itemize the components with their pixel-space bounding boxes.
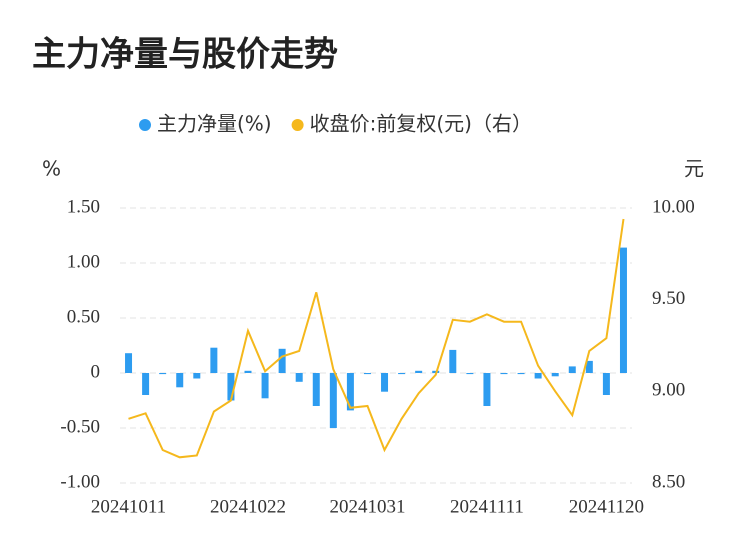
bar [346,373,354,411]
bar [415,370,423,373]
legend-marker [139,119,151,131]
y2-tick-label: 10.00 [652,196,695,217]
bar [551,373,559,377]
bar [278,348,286,373]
y-unit: % [42,157,61,181]
x-tick-label: 20241120 [569,496,644,517]
bar [210,347,218,373]
y-tick-label: -1.00 [60,471,100,492]
y2-tick-label: 9.50 [652,288,685,309]
bar [517,373,525,375]
x-tick-label: 20241022 [210,496,286,517]
price-line [128,218,625,459]
legend-label: 收盘价:前复权(元)（右） [310,112,532,136]
bar [312,373,320,406]
bar [381,373,389,392]
legend-marker [291,119,304,131]
y2-unit: 元 [684,157,704,181]
bar [500,373,508,375]
x-tick-label: 20241111 [450,496,524,517]
x-tick-label: 20241011 [91,496,166,517]
bar [261,373,269,399]
y-tick-label: 0 [91,361,101,382]
chart-title: 主力净量与股价走势 [32,35,338,75]
bar [483,373,491,406]
bar [585,360,593,373]
bar [466,373,474,375]
bar [193,373,201,379]
y-tick-label: 1.50 [67,196,100,217]
x-tick-label: 20241031 [329,496,405,517]
bar [125,353,133,373]
bar [329,373,337,428]
bar [295,373,303,382]
bar [176,373,184,388]
bar [159,373,167,375]
bar [534,373,542,379]
bar [619,247,627,373]
y-tick-label: 0.50 [67,306,100,327]
bar [602,373,610,395]
bar [363,373,371,375]
y-tick-label: 1.00 [67,251,100,272]
y-tick-label: -0.50 [60,416,100,437]
legend-label: 主力净量(%) [157,112,272,136]
bar [449,349,457,373]
bar [244,370,252,373]
bar [227,373,235,401]
bar [568,366,576,373]
y2-tick-label: 9.00 [652,380,685,401]
bar [142,373,150,395]
bar [398,373,406,375]
y2-tick-label: 8.50 [652,471,685,492]
